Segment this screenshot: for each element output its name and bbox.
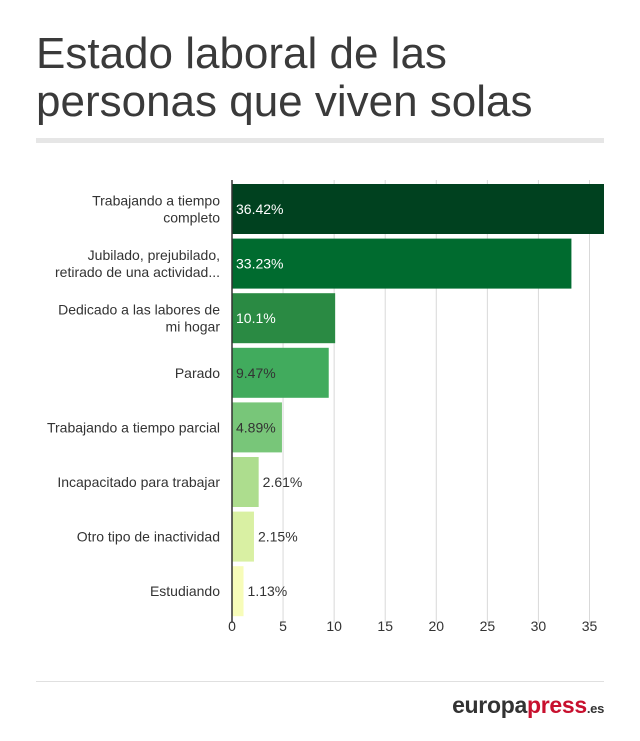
category-label: Estudiando [150,583,220,599]
logo-part-europa: europa [452,692,527,718]
chart-title: Estado laboral de las personas que viven… [36,29,533,126]
value-label: 10.1% [236,310,276,326]
x-tick-label: 35 [582,618,598,634]
category-label: Parado [175,365,220,381]
x-tick-label: 0 [228,618,236,634]
bar [232,511,254,562]
title-divider [36,138,604,143]
bar-chart: 0 5 10 15 20 25 30 35 Trabajando a tiempocomplet… [47,180,604,634]
bar [232,238,572,289]
logo-part-press: press [526,692,587,718]
category-label: Dedicado a las labores de [58,302,220,318]
x-tick-label: 5 [279,618,287,634]
x-tick-label: 10 [326,618,342,634]
category-label: mi hogar [166,319,221,335]
bar [232,293,336,344]
logo-part-es: .es [586,701,604,716]
category-label: Otro tipo de inactividad [77,529,220,545]
category-label: Incapacitado para trabajar [57,474,220,490]
category-label: Trabajando a tiempo parcial [47,419,220,435]
bar [232,184,604,234]
value-label: 9.47% [236,365,276,381]
bar [232,457,259,507]
value-label: 33.23% [236,256,283,272]
value-label: 36.42% [236,201,283,217]
bar [232,347,329,398]
value-label: 4.89% [236,419,276,435]
category-label: retirado de una actividad... [55,264,220,280]
value-label: 2.15% [258,529,298,545]
footer-divider [36,681,604,682]
bar [232,566,244,617]
category-label: completo [163,210,220,226]
x-tick-label: 15 [377,618,393,634]
bar [232,402,282,453]
x-tick-label: 25 [480,618,496,634]
value-label: 1.13% [248,583,288,599]
x-tick-label: 20 [428,618,444,634]
category-label: Jubilado, prejubilado, [88,247,220,263]
x-tick-label: 30 [531,618,547,634]
europapress-logo: europapress.es [452,692,604,719]
value-label: 2.61% [263,474,303,490]
category-label: Trabajando a tiempo [92,193,220,209]
